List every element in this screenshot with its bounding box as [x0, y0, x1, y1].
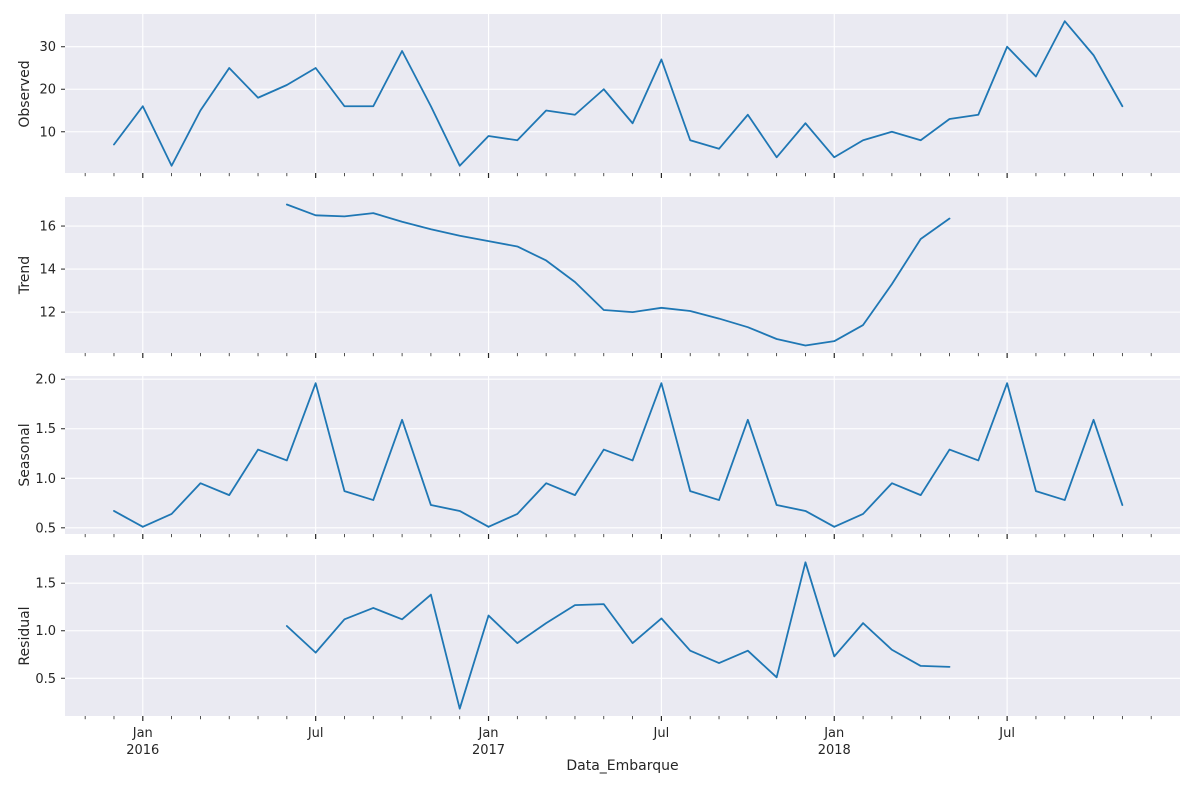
y-tick-label: 12: [39, 306, 56, 321]
y-tick-label: 0.5: [35, 521, 56, 536]
x-axis-title: Data_Embarque: [566, 758, 679, 774]
y-tick-label: 1.0: [35, 472, 56, 487]
panel-seasonal-background: [65, 376, 1180, 534]
x-tick-label-jul-2018: Jul: [999, 726, 1015, 741]
y-tick-label: 10: [39, 125, 56, 140]
y-tick-label: 20: [39, 83, 56, 98]
seasonal-line: [113, 382, 1124, 528]
y-axis-label-residual: Residual: [17, 605, 33, 666]
y-axis-label-trend: Trend: [17, 255, 33, 295]
x-tick-label-jul-2016: Jul: [307, 726, 324, 741]
y-tick-label: 16: [39, 220, 56, 235]
x-tick-label-jan-2017: Jan 2017: [471, 726, 506, 758]
y-tick-label: 1.5: [35, 422, 56, 437]
y-tick-label: 0.5: [35, 672, 56, 687]
y-tick-label: 2.0: [35, 373, 56, 388]
residual-line: [285, 561, 951, 710]
x-tick-label-jul-2017: Jul: [653, 726, 670, 741]
y-axis-label-observed: Observed: [17, 59, 33, 128]
panel-trend-background: [65, 197, 1180, 353]
x-tick-label-jan-2016: Jan 2016: [126, 726, 160, 758]
trend-line: [285, 203, 951, 347]
panel-residual-background: [65, 555, 1180, 716]
y-tick-label: 1.5: [35, 577, 56, 592]
y-tick-label: 30: [39, 40, 56, 55]
y-axis-label-seasonal: Seasonal: [17, 423, 33, 487]
y-tick-label: 1.0: [35, 624, 56, 639]
y-tick-label: 14: [39, 263, 56, 278]
panel-observed-background: [65, 14, 1180, 173]
x-tick-label-jan-2018: Jan 2018: [817, 726, 851, 758]
observed-line: [113, 20, 1124, 167]
